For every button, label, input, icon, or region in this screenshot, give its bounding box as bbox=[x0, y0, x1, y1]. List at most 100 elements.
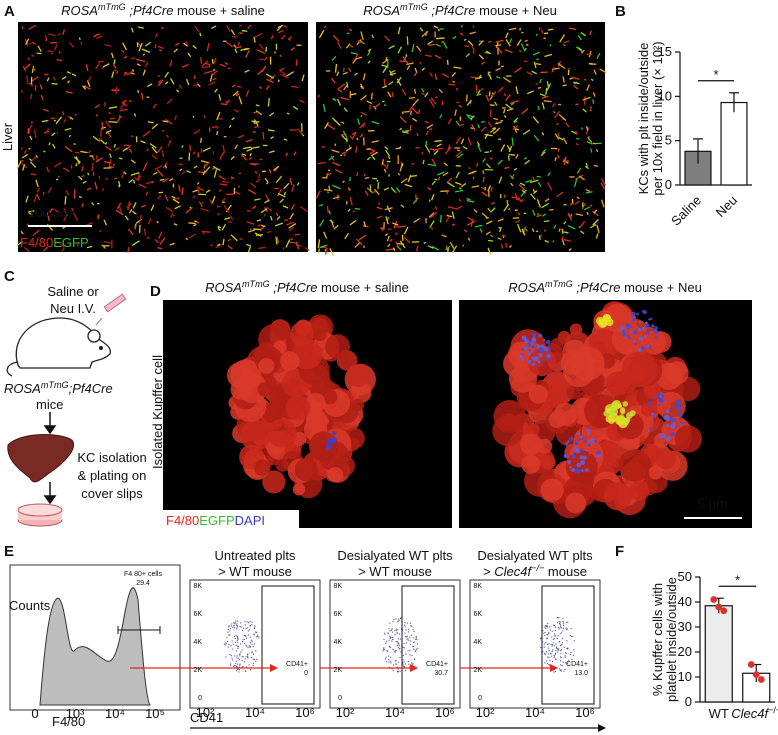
event-dot bbox=[391, 628, 393, 630]
cell-signal bbox=[76, 241, 80, 247]
cell-signal bbox=[348, 67, 352, 72]
cell-signal bbox=[445, 217, 450, 223]
cell-signal bbox=[42, 108, 49, 112]
event-dot bbox=[561, 649, 563, 651]
cell-signal bbox=[447, 118, 452, 125]
event-dot bbox=[392, 621, 394, 623]
cell-signal bbox=[480, 126, 487, 132]
cell-signal bbox=[336, 98, 342, 106]
cell-signal bbox=[144, 61, 149, 68]
cell-signal bbox=[548, 347, 552, 351]
x-tick-label: Neu bbox=[713, 193, 740, 220]
stain-legend: F4/80EGFP bbox=[20, 235, 89, 250]
event-dot bbox=[245, 670, 247, 672]
cell-signal bbox=[47, 186, 53, 194]
cell-signal bbox=[103, 219, 108, 226]
cell-signal bbox=[434, 73, 438, 80]
cell-signal bbox=[419, 27, 424, 32]
cell-signal bbox=[595, 149, 599, 153]
cell-signal bbox=[500, 144, 506, 152]
cell-signal bbox=[403, 226, 409, 235]
cell-signal bbox=[268, 150, 275, 154]
cell-signal bbox=[565, 445, 569, 449]
cell-signal bbox=[485, 50, 491, 55]
plot-title: Desialyated WT plts bbox=[477, 548, 593, 563]
cell-signal bbox=[257, 178, 261, 182]
cell-signal bbox=[444, 146, 452, 155]
event-dot bbox=[410, 640, 412, 642]
scale-label: 5 µm bbox=[698, 496, 727, 511]
cell-signal bbox=[27, 57, 30, 61]
event-dot bbox=[560, 670, 562, 672]
cell-signal bbox=[535, 230, 539, 233]
y-tick-label: 4K bbox=[193, 639, 202, 646]
event-dot bbox=[395, 641, 397, 643]
cell-signal bbox=[446, 181, 455, 188]
cell-signal bbox=[355, 146, 358, 153]
cell-signal bbox=[524, 60, 528, 63]
event-dot bbox=[416, 638, 418, 640]
cell-signal bbox=[540, 344, 545, 349]
cell-signal bbox=[400, 178, 408, 184]
cell-signal bbox=[567, 440, 570, 443]
cell-signal bbox=[665, 414, 669, 419]
cell-signal bbox=[474, 76, 483, 80]
cell-signal bbox=[540, 151, 546, 157]
cell-signal bbox=[562, 44, 566, 47]
cell-signal bbox=[67, 80, 70, 84]
cell-signal bbox=[288, 223, 297, 229]
event-dot bbox=[230, 664, 232, 666]
cell-signal bbox=[43, 150, 46, 153]
cell-signal bbox=[460, 24, 464, 28]
x-tick-label: Saline bbox=[668, 193, 704, 229]
cell-signal bbox=[467, 40, 474, 47]
event-dot bbox=[237, 647, 239, 649]
cell-signal bbox=[46, 77, 50, 82]
cell-signal bbox=[466, 198, 471, 201]
cell-signal bbox=[585, 188, 591, 193]
event-dot bbox=[411, 625, 413, 627]
cell-signal bbox=[160, 26, 164, 30]
cell-signal bbox=[573, 85, 579, 90]
cell-signal bbox=[531, 332, 537, 338]
cell-signal bbox=[235, 191, 241, 196]
cell-signal bbox=[521, 189, 526, 194]
cell-signal bbox=[326, 444, 331, 450]
cell-signal bbox=[77, 175, 83, 181]
cell-signal bbox=[158, 231, 163, 240]
cell-signal bbox=[385, 56, 388, 61]
cell-signal bbox=[235, 46, 242, 49]
event-dot bbox=[545, 641, 547, 644]
cell-signal bbox=[525, 179, 533, 183]
cell-signal bbox=[421, 30, 429, 38]
cell-signal bbox=[137, 26, 144, 29]
event-dot bbox=[236, 624, 238, 626]
cell-signal bbox=[249, 153, 252, 157]
cell-signal bbox=[156, 169, 164, 177]
text-segment: ROSA bbox=[508, 280, 545, 295]
event-dot bbox=[389, 635, 391, 637]
panel-label: B bbox=[615, 3, 626, 20]
y-tick-label: 20 bbox=[678, 644, 692, 659]
cell-signal bbox=[648, 465, 663, 480]
event-dot bbox=[562, 623, 564, 625]
cell-signal bbox=[332, 98, 337, 102]
event-dot bbox=[562, 630, 564, 632]
cell-signal bbox=[516, 223, 522, 233]
cell-signal bbox=[175, 42, 180, 46]
cell-signal bbox=[485, 216, 489, 219]
event-dot bbox=[244, 621, 246, 623]
cell-signal bbox=[508, 153, 515, 156]
cell-signal bbox=[480, 121, 485, 123]
cell-signal bbox=[458, 123, 465, 127]
cell-signal bbox=[608, 412, 615, 419]
cell-signal bbox=[266, 231, 272, 234]
cell-signal bbox=[67, 115, 72, 120]
event-dot bbox=[394, 629, 396, 632]
event-dot bbox=[558, 620, 560, 623]
cell-signal bbox=[385, 248, 395, 251]
cell-signal bbox=[112, 63, 117, 69]
cell-signal bbox=[557, 62, 566, 70]
cell-signal bbox=[22, 164, 26, 171]
event-dot bbox=[252, 664, 254, 667]
